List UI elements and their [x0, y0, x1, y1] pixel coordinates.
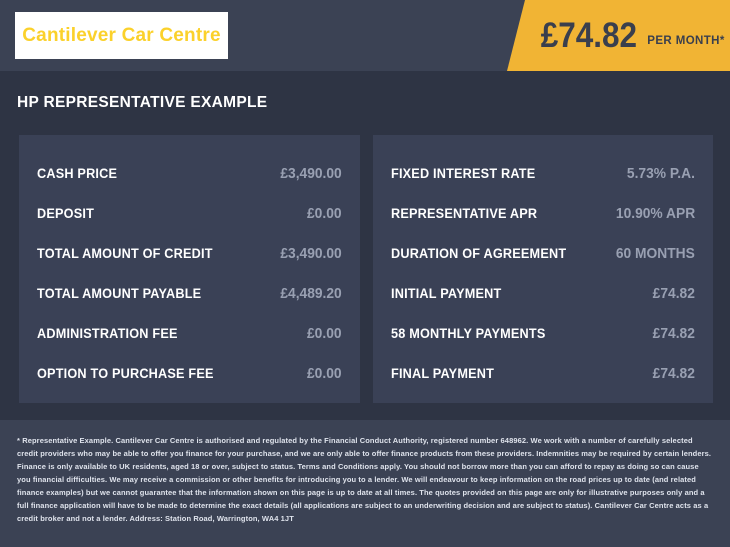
row-value: £3,490.00	[280, 244, 342, 262]
finance-row-total-credit: TOTAL AMOUNT OF CREDIT £3,490.00	[37, 233, 342, 273]
row-label: OPTION TO PURCHASE FEE	[37, 365, 214, 381]
row-value: £0.00	[307, 204, 342, 222]
row-label: INITIAL PAYMENT	[391, 285, 502, 301]
row-label: DURATION OF AGREEMENT	[391, 245, 567, 261]
finance-row-interest-rate: FIXED INTEREST RATE 5.73% P.A.	[391, 153, 695, 193]
row-label: 58 MONTHLY PAYMENTS	[391, 325, 546, 341]
finance-row-total-payable: TOTAL AMOUNT PAYABLE £4,489.20	[37, 273, 342, 313]
row-value: 5.73% P.A.	[626, 164, 695, 182]
row-label: TOTAL AMOUNT PAYABLE	[37, 285, 202, 301]
finance-panel-left: CASH PRICE £3,490.00 DEPOSIT £0.00 TOTAL…	[19, 135, 360, 403]
row-value: £4,489.20	[280, 284, 342, 302]
row-label: FINAL PAYMENT	[391, 365, 495, 381]
row-value: £0.00	[307, 364, 342, 382]
row-value: 10.90% APR	[615, 204, 695, 222]
row-label: REPRESENTATIVE APR	[391, 205, 538, 221]
row-value: £3,490.00	[280, 164, 342, 182]
legal-disclaimer: * Representative Example. Cantilever Car…	[17, 436, 712, 523]
monthly-price-amount: £74.82	[540, 15, 638, 55]
finance-row-initial-payment: INITIAL PAYMENT £74.82	[391, 273, 695, 313]
monthly-price-flag: £74.82 PER MONTH*	[507, 0, 730, 71]
row-value: £0.00	[307, 324, 342, 342]
monthly-price-period: PER MONTH*	[647, 34, 725, 47]
row-value: £74.82	[652, 324, 695, 342]
row-label: DEPOSIT	[37, 205, 95, 221]
finance-row-monthly-payments: 58 MONTHLY PAYMENTS £74.82	[391, 313, 695, 353]
finance-panel-right: FIXED INTEREST RATE 5.73% P.A. REPRESENT…	[373, 135, 713, 403]
row-label: TOTAL AMOUNT OF CREDIT	[37, 245, 213, 261]
brand-logo-text: Cantilever Car Centre	[22, 24, 221, 46]
row-value: £74.82	[652, 284, 695, 302]
finance-row-deposit: DEPOSIT £0.00	[37, 193, 342, 233]
finance-row-duration: DURATION OF AGREEMENT 60 MONTHS	[391, 233, 695, 273]
brand-logo: Cantilever Car Centre	[15, 12, 228, 59]
row-value: £74.82	[652, 364, 695, 382]
page-title: HP REPRESENTATIVE EXAMPLE	[17, 94, 268, 111]
footer-bar: * Representative Example. Cantilever Car…	[0, 420, 730, 547]
row-value: 60 MONTHS	[616, 244, 695, 262]
finance-row-final-payment: FINAL PAYMENT £74.82	[391, 353, 695, 393]
header-bar: Cantilever Car Centre £74.82 PER MONTH*	[0, 0, 730, 71]
finance-row-admin-fee: ADMINISTRATION FEE £0.00	[37, 313, 342, 353]
finance-row-purchase-fee: OPTION TO PURCHASE FEE £0.00	[37, 353, 342, 393]
finance-row-apr: REPRESENTATIVE APR 10.90% APR	[391, 193, 695, 233]
row-label: ADMINISTRATION FEE	[37, 325, 178, 341]
finance-row-cash-price: CASH PRICE £3,490.00	[37, 153, 342, 193]
row-label: CASH PRICE	[37, 165, 118, 181]
row-label: FIXED INTEREST RATE	[391, 165, 536, 181]
